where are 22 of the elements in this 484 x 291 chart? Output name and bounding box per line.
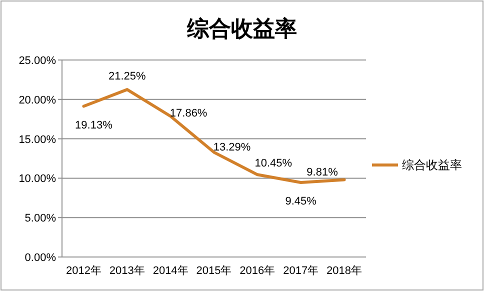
data-label: 10.45%	[254, 158, 292, 170]
y-tick-label: 25.00%	[18, 55, 56, 67]
x-tick-label: 2013年	[109, 265, 145, 277]
data-label: 17.86%	[170, 107, 208, 120]
y-tick-label: 15.00%	[18, 134, 56, 146]
y-tick-label: 0.00%	[24, 252, 56, 264]
x-tick-label: 2016年	[240, 265, 276, 277]
chart-title: 综合收益率	[186, 16, 297, 41]
data-label: 19.13%	[75, 119, 113, 132]
data-label: 13.29%	[213, 141, 251, 154]
data-label: 21.25%	[108, 70, 146, 83]
data-label: 9.81%	[306, 166, 338, 179]
x-tick-label: 2012年	[66, 265, 102, 277]
x-tick-label: 2018年	[326, 265, 362, 277]
y-tick-label: 20.00%	[18, 94, 56, 106]
x-tick-label: 2015年	[196, 265, 232, 277]
y-tick-label: 10.00%	[18, 173, 56, 186]
y-tick-label: 5.00%	[24, 212, 56, 225]
legend-label: 综合收益率	[402, 158, 462, 172]
x-tick-label: 2014年	[152, 265, 188, 277]
data-label: 9.45%	[285, 196, 317, 208]
x-tick-label: 2017年	[283, 265, 319, 277]
